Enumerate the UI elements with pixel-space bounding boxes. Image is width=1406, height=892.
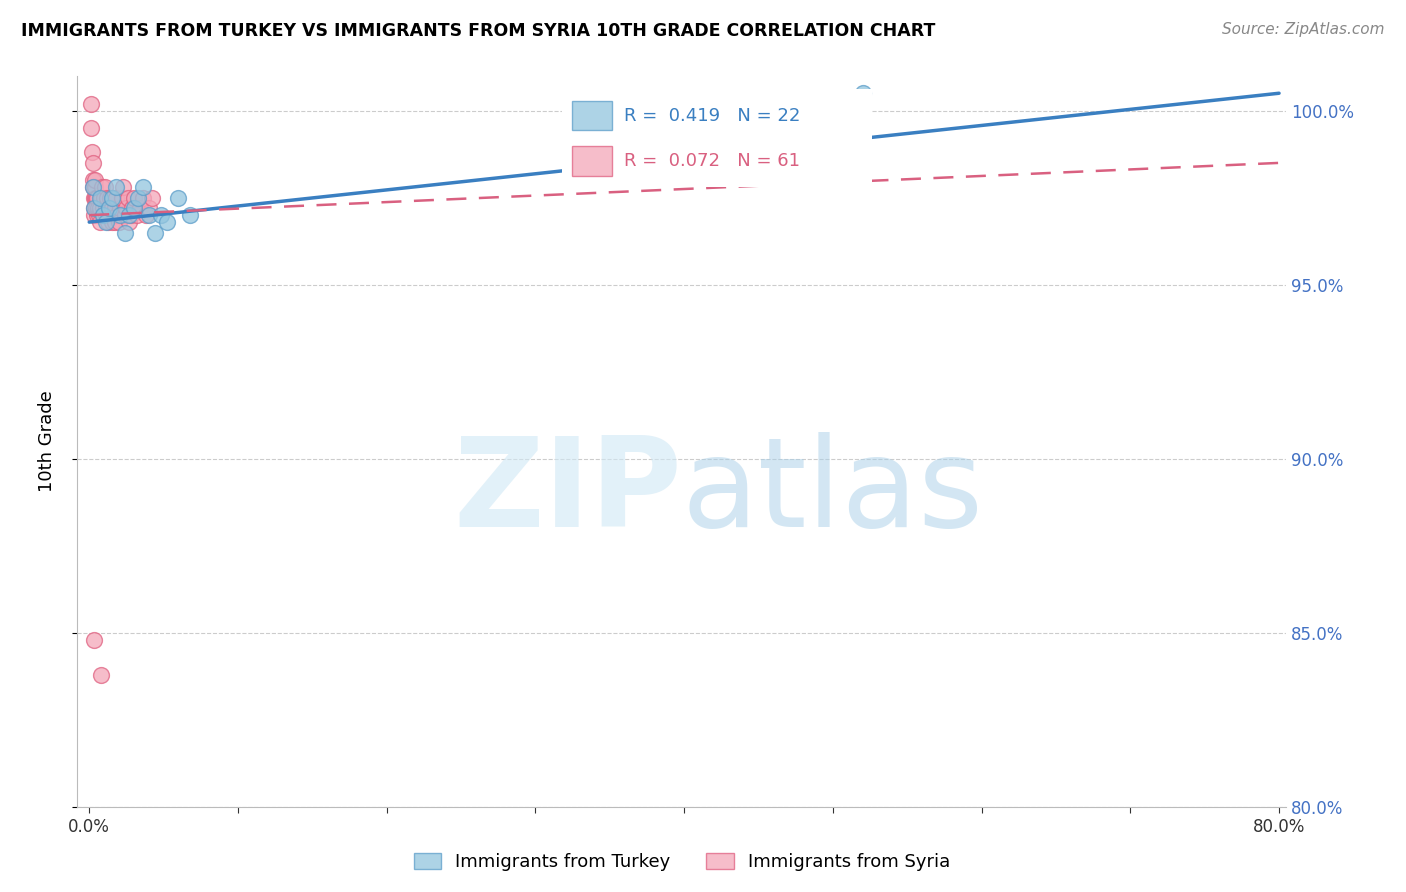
Point (93, 208, 115, 222)
Y-axis label: 10th Grade: 10th Grade (38, 391, 56, 492)
Point (89, 215, 111, 229)
Point (86, 208, 108, 222)
Point (127, 191, 149, 205)
Point (135, 208, 157, 222)
Text: IMMIGRANTS FROM TURKEY VS IMMIGRANTS FROM SYRIA 10TH GRADE CORRELATION CHART: IMMIGRANTS FROM TURKEY VS IMMIGRANTS FRO… (21, 22, 935, 40)
Point (82, 180, 104, 194)
Text: R =  0.419   N = 22: R = 0.419 N = 22 (624, 107, 800, 125)
Point (94, 215, 117, 229)
Point (120, 208, 142, 222)
Point (122, 201, 145, 215)
Point (83, 201, 105, 215)
Point (167, 191, 190, 205)
Point (128, 201, 150, 215)
Point (96, 191, 118, 205)
Point (114, 226, 136, 240)
Point (118, 215, 141, 229)
Point (94, 180, 117, 194)
Point (107, 208, 129, 222)
Point (97, 208, 120, 222)
Point (101, 191, 124, 205)
Point (103, 208, 125, 222)
Point (117, 191, 139, 205)
Point (87, 201, 110, 215)
Point (93, 191, 115, 205)
Point (141, 191, 163, 205)
Point (90, 668, 112, 682)
Point (118, 208, 141, 222)
Point (83, 208, 105, 222)
Point (111, 191, 134, 205)
Point (717, 156, 740, 170)
Point (104, 201, 127, 215)
Point (84, 180, 107, 194)
Point (98, 191, 121, 205)
Legend: Immigrants from Turkey, Immigrants from Syria: Immigrants from Turkey, Immigrants from … (406, 846, 957, 879)
FancyBboxPatch shape (572, 101, 612, 130)
Point (115, 201, 138, 215)
Point (83, 633, 105, 648)
Point (132, 180, 155, 194)
Text: ZIP: ZIP (453, 433, 682, 553)
Point (94, 208, 117, 222)
Point (83, 191, 105, 205)
Point (103, 215, 125, 229)
Point (852, 87, 875, 101)
Point (89, 201, 111, 215)
Point (80, 96, 103, 111)
Point (83, 201, 105, 215)
Point (86, 201, 108, 215)
Point (138, 208, 160, 222)
Point (108, 215, 131, 229)
Point (87, 208, 110, 222)
Point (82, 145, 104, 160)
Point (114, 208, 136, 222)
FancyBboxPatch shape (572, 146, 612, 176)
Point (84, 173, 107, 187)
Point (86, 191, 108, 205)
Point (121, 201, 143, 215)
Point (112, 180, 135, 194)
Point (122, 191, 145, 205)
Point (82, 180, 104, 194)
Point (110, 201, 132, 215)
Point (90, 191, 112, 205)
Point (149, 208, 172, 222)
Point (105, 191, 128, 205)
Point (100, 215, 122, 229)
Text: Source: ZipAtlas.com: Source: ZipAtlas.com (1222, 22, 1385, 37)
Point (132, 191, 155, 205)
Point (105, 180, 128, 194)
Point (110, 208, 132, 222)
Point (80, 121, 103, 136)
Point (83, 191, 105, 205)
Point (97, 215, 120, 229)
Point (98, 201, 121, 215)
Point (101, 201, 124, 215)
Point (125, 208, 148, 222)
Point (91, 208, 114, 222)
Point (90, 180, 112, 194)
Point (84, 191, 107, 205)
Point (155, 215, 177, 229)
Point (82, 173, 104, 187)
Point (143, 226, 166, 240)
Point (82, 156, 104, 170)
Point (138, 201, 160, 215)
Text: R =  0.072   N = 61: R = 0.072 N = 61 (624, 152, 800, 169)
Point (100, 208, 122, 222)
Point (101, 191, 124, 205)
Point (179, 208, 201, 222)
Point (93, 201, 115, 215)
Point (96, 201, 118, 215)
Point (97, 201, 120, 215)
Text: atlas: atlas (682, 433, 984, 553)
Point (89, 191, 111, 205)
